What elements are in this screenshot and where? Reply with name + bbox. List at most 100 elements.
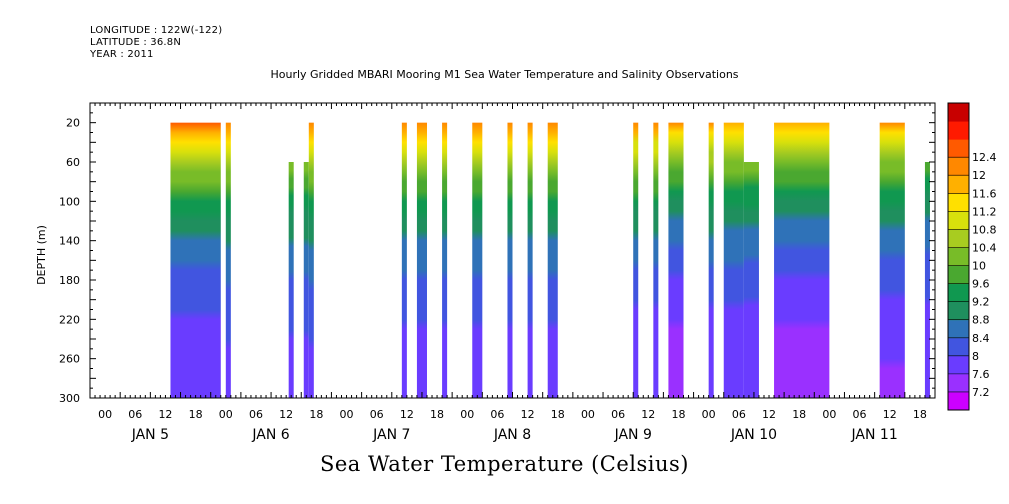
day-label: JAN 7 [372, 427, 410, 443]
data-column [288, 162, 294, 398]
day-label: JAN 6 [251, 427, 289, 443]
data-column [527, 122, 533, 398]
latitude-label: LATITUDE : 36.8N [90, 37, 182, 48]
colorbar-label: 7.2 [972, 386, 990, 399]
year-label: YEAR : 2011 [90, 49, 154, 60]
colorbar-label: 12.4 [972, 151, 997, 164]
longitude-label: LONGITUDE : 122W(-122) [90, 25, 223, 36]
x-tick-label: 00 [219, 408, 233, 421]
data-column [401, 122, 407, 398]
data-column [633, 122, 639, 398]
chart-title: Hourly Gridded MBARI Mooring M1 Sea Wate… [270, 68, 739, 81]
data-column [442, 122, 448, 398]
y-tick-label: 260 [59, 353, 80, 366]
x-tick-label: 12 [279, 408, 293, 421]
colorbar-swatch [948, 373, 969, 393]
data-column [743, 162, 759, 398]
x-tick-label: 06 [490, 408, 504, 421]
data-column [723, 122, 744, 398]
x-tick-label: 18 [551, 408, 565, 421]
x-tick-label: 12 [883, 408, 897, 421]
data-column [547, 122, 558, 398]
x-tick-label: 06 [611, 408, 625, 421]
colorbar-label: 10.8 [972, 223, 997, 236]
x-tick-label: 06 [732, 408, 746, 421]
plot-area [170, 122, 930, 398]
x-tick-label: 18 [430, 408, 444, 421]
colorbar-swatch [948, 265, 969, 285]
colorbar-label: 10 [972, 260, 986, 273]
x-tick-label: 18 [309, 408, 323, 421]
colorbar-swatch [948, 139, 969, 158]
y-axis-label: DEPTH (m) [35, 225, 48, 285]
x-tick-label: 12 [641, 408, 655, 421]
day-label: JAN 5 [131, 427, 169, 443]
x-tick-label: 00 [98, 408, 112, 421]
x-tick-label: 12 [762, 408, 776, 421]
colorbar-swatch [948, 103, 969, 122]
x-tick-label: 18 [792, 408, 806, 421]
x-tick-label: 12 [521, 408, 535, 421]
colorbar-swatch [948, 229, 969, 248]
colorbar-frame [947, 102, 970, 411]
colorbar-swatch [948, 121, 969, 140]
x-tick-label: 18 [671, 408, 685, 421]
colorbar-swatch [948, 355, 969, 375]
colorbar-swatch [948, 175, 969, 194]
y-tick-label: 220 [59, 313, 80, 326]
data-column [308, 122, 314, 398]
day-label: JAN 8 [493, 427, 531, 443]
data-column [879, 122, 905, 398]
x-tick-label: 00 [340, 408, 354, 421]
colorbar-label: 11.2 [972, 205, 997, 218]
colorbar-title: Sea Water Temperature (Celsius) [319, 452, 689, 476]
axes: 20 60 100 140 180 220 260 300 00 06 12 18 00 06 12 18 00… [59, 102, 936, 443]
day-label: JAN 11 [851, 427, 898, 443]
colorbar-swatch [948, 193, 969, 212]
colorbar-label: 12 [972, 169, 986, 182]
colorbar-swatch [948, 301, 969, 321]
colorbar-label: 8 [972, 350, 979, 363]
data-column [924, 162, 930, 398]
x-tick-label: 00 [822, 408, 836, 421]
y-tick-label: 180 [59, 274, 80, 287]
colorbar-label: 9.2 [972, 296, 990, 309]
data-column [472, 122, 483, 398]
data-column [416, 122, 427, 398]
data-column [507, 122, 513, 398]
colorbar-swatch [948, 319, 969, 339]
colorbar-swatch [948, 283, 969, 303]
data-column [774, 122, 830, 398]
y-tick-label: 140 [59, 235, 80, 248]
x-tick-label: 18 [189, 408, 203, 421]
data-column [225, 122, 231, 398]
data-column [708, 122, 714, 398]
colorbar: 7.2 7.6 8 8.4 8.8 9.2 9.6 10 10.4 10.8 11.2 11.6 12 1… [947, 102, 997, 411]
colorbar-swatch [948, 391, 969, 411]
colorbar-swatch [948, 337, 969, 357]
x-tick-label: 18 [913, 408, 927, 421]
x-tick-label: 06 [370, 408, 384, 421]
x-tick-label: 06 [128, 408, 142, 421]
colorbar-swatch [948, 157, 969, 176]
x-tick-label: 12 [158, 408, 172, 421]
colorbar-label: 7.6 [972, 368, 990, 381]
y-tick-label: 60 [66, 156, 80, 169]
colorbar-label: 8.8 [972, 314, 990, 327]
y-tick-label: 20 [66, 117, 80, 130]
y-tick-label: 300 [59, 392, 80, 405]
data-column [653, 122, 659, 398]
x-tick-label: 06 [853, 408, 867, 421]
x-tick-label: 06 [249, 408, 263, 421]
data-column [303, 162, 309, 398]
colorbar-swatch [948, 247, 969, 267]
colorbar-swatch [948, 211, 969, 230]
x-tick-label: 00 [460, 408, 474, 421]
colorbar-label: 8.4 [972, 332, 990, 345]
colorbar-label: 9.6 [972, 278, 990, 291]
day-label: JAN 9 [614, 427, 652, 443]
x-tick-label: 00 [702, 408, 716, 421]
colorbar-label: 11.6 [972, 187, 997, 200]
day-label: JAN 10 [730, 427, 777, 443]
